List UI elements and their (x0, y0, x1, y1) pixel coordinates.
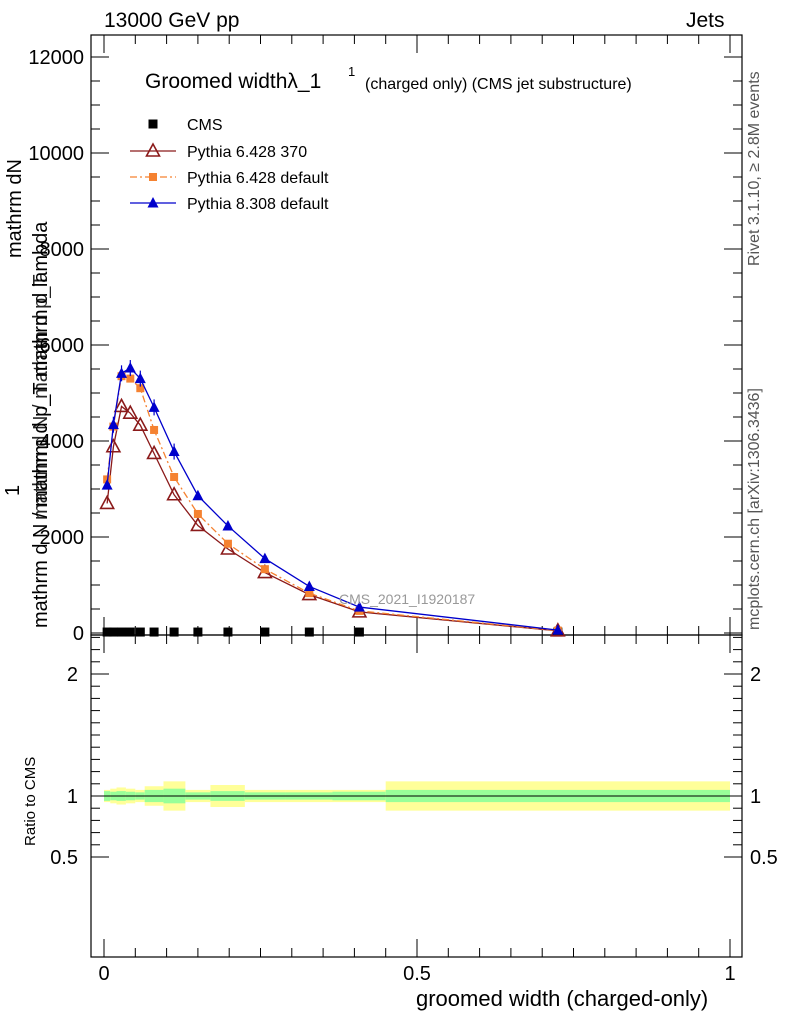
data-point (148, 401, 160, 412)
data-point (353, 601, 365, 612)
data-point (166, 486, 182, 501)
y-tick-label: 10000 (28, 143, 84, 165)
data-point (134, 372, 146, 384)
data-point (124, 362, 136, 373)
y-tick-label: 4000 (40, 431, 85, 453)
data-point (108, 627, 118, 637)
data-point (135, 627, 145, 637)
data-point (223, 539, 232, 548)
y-tick-label: 8000 (40, 239, 85, 261)
data-point (105, 438, 122, 453)
legend-label: Pythia 8.308 default (187, 196, 329, 213)
data-point (136, 384, 145, 393)
x-axis-label: groomed width (charged-only) (416, 986, 709, 1011)
series-2 (103, 372, 562, 635)
plot-title-suffix: (charged only) (CMS jet substructure) (365, 76, 632, 93)
ratio-y-tick-label: 1 (67, 786, 78, 808)
x-tick-label: 1 (724, 963, 735, 985)
data-point (146, 444, 162, 460)
y-tick-label: 12000 (28, 47, 84, 69)
plot-title: Groomed widthλ_1 (145, 70, 321, 93)
legend-label: Pythia 6.428 default (187, 170, 329, 187)
ratio-axis-ticks: 0.5 0.5 1 1 2 2 0 0.5 1 (50, 635, 778, 985)
legend-label: Pythia 6.428 370 (187, 144, 307, 161)
y-tick-label: 0 (73, 623, 84, 645)
data-point (223, 627, 233, 637)
data-point (101, 479, 113, 490)
legend-marker (149, 173, 157, 181)
data-point (122, 404, 139, 419)
ratio-y-tick-label: 2 (67, 664, 78, 686)
data-point (99, 494, 115, 510)
data-point (107, 418, 119, 430)
legend-label: CMS (187, 117, 223, 134)
data-point (113, 397, 130, 413)
ratio-y-tick-label-right: 2 (750, 664, 761, 686)
data-point (193, 509, 202, 518)
data-point (102, 627, 112, 637)
series-layer (99, 360, 566, 637)
data-point (149, 627, 159, 637)
data-point (259, 552, 271, 564)
data-point (260, 565, 269, 574)
data-point (132, 416, 149, 431)
data-point (193, 627, 203, 637)
x-tick-label: 0.5 (403, 963, 431, 985)
data-point (125, 627, 135, 637)
main-axis-ticks: 0 2000 4000 6000 8000 10000 12000 (28, 35, 742, 645)
data-point (305, 589, 314, 598)
ratio-y-tick-label-right: 1 (750, 786, 761, 808)
x-tick-label: 0 (98, 963, 109, 985)
data-point (170, 473, 179, 481)
data-point (116, 367, 128, 378)
ratio-y-tick-label-right: 0.5 (750, 847, 778, 869)
series-line (106, 375, 558, 632)
y-tick-label: 2000 (40, 527, 85, 549)
series-1 (99, 397, 566, 637)
data-point (168, 445, 180, 457)
series-line (106, 405, 558, 632)
legend: CMS Pythia 6.428 370 Pythia 6.428 default P… (130, 117, 329, 213)
data-point (220, 540, 236, 555)
plot-title-sup: 1 (348, 64, 355, 79)
data-point (260, 627, 270, 637)
data-point (126, 374, 135, 383)
data-point (117, 627, 127, 637)
header-right: Jets (686, 9, 725, 32)
legend-marker (145, 142, 161, 157)
data-point (190, 516, 206, 532)
data-point (303, 580, 315, 591)
data-point (304, 627, 314, 637)
data-point (150, 425, 159, 434)
legend-marker (147, 197, 159, 208)
y-tick-label: 6000 (40, 335, 85, 357)
ratio-y-tick-label: 0.5 (50, 847, 78, 869)
data-point (552, 624, 564, 635)
analysis-watermark: CMS_2021_I1920187 (339, 591, 475, 607)
data-point (169, 627, 179, 637)
data-point (192, 489, 204, 501)
data-point (354, 627, 364, 637)
series-3 (101, 360, 564, 635)
header-left: 13000 GeV pp (104, 9, 240, 32)
data-point (222, 519, 234, 531)
legend-marker (148, 119, 158, 129)
